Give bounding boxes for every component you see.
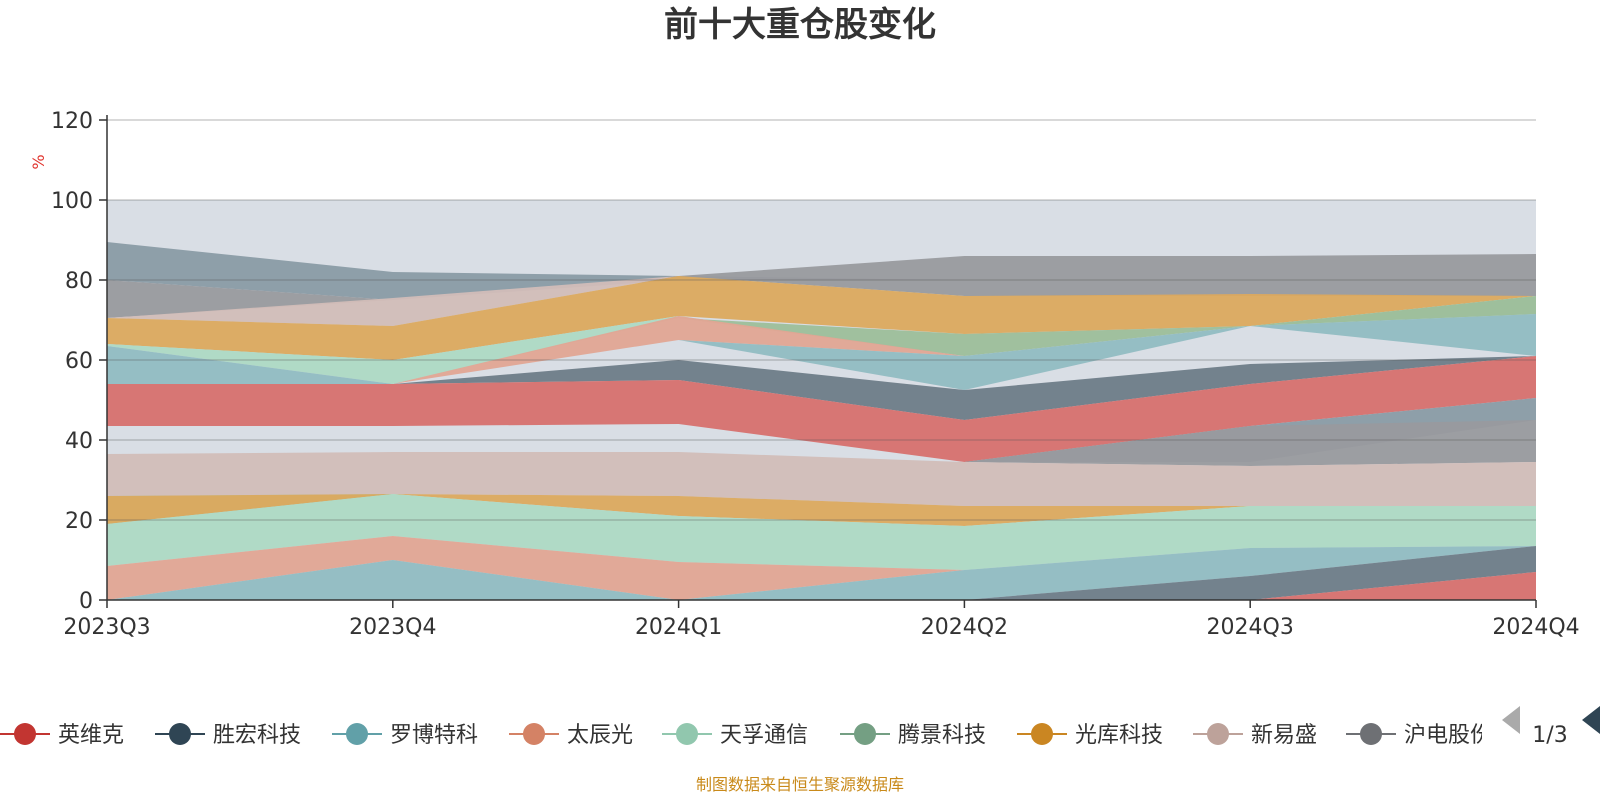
y-axis-label: % <box>29 154 48 169</box>
area-band-15 <box>107 494 1536 526</box>
legend-item[interactable]: 腾景科技 <box>840 723 986 748</box>
legend-item[interactable]: 沪电股份 <box>1346 723 1492 748</box>
legend-circle-icon <box>346 723 368 745</box>
legend-item[interactable]: 罗博特科 <box>332 723 478 748</box>
legend-circle-icon <box>1031 723 1053 745</box>
legend-label: 腾景科技 <box>898 723 986 748</box>
area-band-20 <box>107 572 1536 600</box>
x-tick-label: 2024Q1 <box>635 615 722 640</box>
legend-label: 光库科技 <box>1075 723 1163 748</box>
axes: 0 20 40 60 80 100 120 2023Q3 2023Q4 2024Q1 2024Q2 2… <box>51 109 1580 640</box>
legend-item[interactable]: 新易盛 <box>1193 723 1317 748</box>
grid <box>107 119 1536 521</box>
area-band-16 <box>107 494 1536 570</box>
y-tick-label: 100 <box>51 189 93 214</box>
legend-circle-icon <box>14 723 36 745</box>
x-tick-label: 2023Q3 <box>63 615 150 640</box>
x-tick-label: 2024Q2 <box>921 615 1008 640</box>
legend-item[interactable]: 英维克 <box>0 723 124 748</box>
legend: 英维克 胜宏科技 罗博特科 太辰光 天孚通信 腾景科技 光库科技 新易盛 沪电股份 <box>0 723 1492 748</box>
x-tick-label: 2024Q4 <box>1492 615 1579 640</box>
legend-item[interactable]: 光库科技 <box>1017 723 1163 748</box>
legend-pager: 1/3 <box>1502 706 1600 748</box>
chart-title: 前十大重仓股变化 <box>664 5 936 45</box>
x-tick-label: 2024Q3 <box>1207 615 1294 640</box>
area-band-5 <box>107 296 1536 384</box>
legend-next-arrow-icon[interactable] <box>1582 706 1600 734</box>
legend-label: 新易盛 <box>1251 723 1317 748</box>
area-band-17 <box>107 536 1536 600</box>
plot-area <box>107 200 1536 600</box>
legend-circle-icon <box>169 723 191 745</box>
legend-label: 罗博特科 <box>390 723 478 748</box>
area-band-1 <box>107 242 1536 300</box>
area-band-12 <box>107 420 1536 466</box>
area-band-10 <box>107 356 1536 462</box>
legend-label: 英维克 <box>58 723 124 748</box>
legend-circle-icon <box>523 723 545 745</box>
area-band-4 <box>107 276 1536 360</box>
legend-item[interactable]: 太辰光 <box>509 723 633 748</box>
area-band-13 <box>107 452 1536 506</box>
y-tick-label: 20 <box>65 509 93 534</box>
legend-label: 胜宏科技 <box>213 723 301 748</box>
y-tick-label: 120 <box>51 109 93 134</box>
legend-item[interactable]: 胜宏科技 <box>155 723 301 748</box>
legend-circle-icon <box>1207 723 1229 745</box>
y-tick-label: 60 <box>65 349 93 374</box>
legend-label: 太辰光 <box>567 723 633 748</box>
area-band-18 <box>107 546 1536 600</box>
legend-circle-icon <box>1360 723 1382 745</box>
legend-item[interactable]: 天孚通信 <box>662 723 808 748</box>
legend-circle-icon <box>676 723 698 745</box>
legend-label: 沪电股份 <box>1404 723 1492 748</box>
x-tick-label: 2023Q4 <box>349 615 436 640</box>
area-band-9 <box>107 356 1536 420</box>
legend-circle-icon <box>854 723 876 745</box>
area-band-8 <box>107 314 1536 390</box>
y-tick-label: 0 <box>79 589 93 614</box>
legend-label: 天孚通信 <box>720 723 808 748</box>
legend-prev-arrow-icon[interactable] <box>1502 706 1520 734</box>
y-tick-label: 80 <box>65 269 93 294</box>
legend-page-indicator: 1/3 <box>1532 723 1567 748</box>
data-source-note: 制图数据来自恒生聚源数据库 <box>696 775 904 794</box>
y-tick-label: 40 <box>65 429 93 454</box>
area-band-19 <box>107 546 1536 600</box>
area-band-3 <box>107 276 1536 326</box>
